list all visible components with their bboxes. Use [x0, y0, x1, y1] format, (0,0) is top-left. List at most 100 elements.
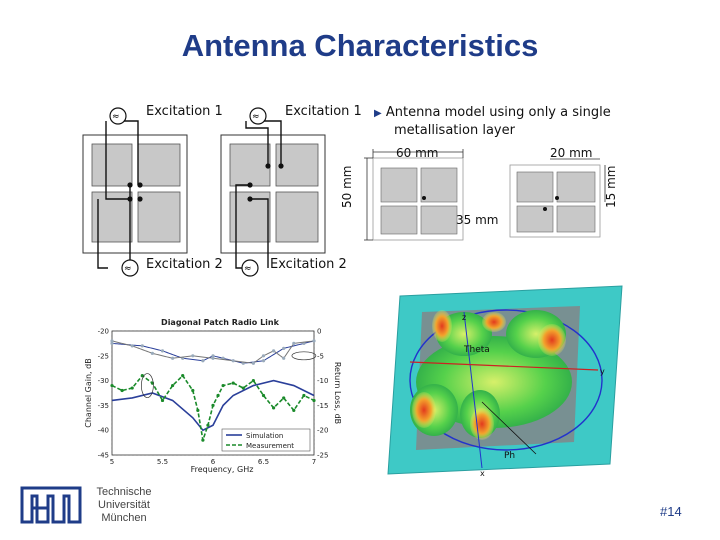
y2-tick-label: -5: [317, 352, 324, 360]
data-point: [130, 386, 134, 390]
svg-text:≈: ≈: [124, 264, 132, 274]
dim-patch-height: 15 mm: [604, 165, 618, 208]
y-tick-label: -25: [98, 352, 109, 360]
dim-gap: 35 mm: [456, 213, 499, 227]
x-tick-label: 6.5: [258, 458, 269, 466]
university-name: Technische Universität München: [84, 486, 164, 525]
axis-z-label: z: [462, 313, 466, 322]
data-point: [201, 359, 205, 363]
y-tick-label: -45: [98, 452, 109, 460]
chart-legend: Simulation Measurement: [221, 428, 311, 452]
slide-number: #14: [660, 504, 682, 519]
excitation-1-label-right: Excitation 1: [285, 104, 362, 119]
series-line: [111, 340, 315, 364]
excitation-2-label-right: Excitation 2: [270, 257, 347, 272]
excitation-schematic: ≈ ≈ ≈ ≈: [82, 107, 326, 277]
data-point: [160, 349, 165, 353]
chart-xlabel: Frequency, GHz: [191, 465, 254, 474]
chart-series: [110, 339, 317, 442]
annotation-ellipse: [291, 351, 317, 361]
data-point: [150, 351, 154, 355]
y-tick-label: -30: [98, 377, 109, 385]
slide-title: Antenna Characteristics: [181, 28, 539, 63]
data-point: [282, 346, 286, 350]
y2-tick-label: -25: [317, 452, 328, 460]
data-point: [191, 354, 195, 358]
excitation-2-label-left: Excitation 2: [146, 257, 223, 272]
data-point: [140, 344, 144, 348]
data-point: [302, 393, 306, 398]
radio-link-chart: Diagonal Patch Radio Link 5 5.5 6 6.5 7 -20 -2…: [84, 318, 342, 474]
data-point: [171, 356, 175, 360]
x-tick-label: 5: [110, 458, 114, 466]
axis-x-label: x: [480, 469, 485, 478]
data-point: [251, 379, 255, 383]
data-point: [211, 356, 215, 360]
y-tick-label: -20: [98, 328, 109, 336]
tum-logo: [20, 486, 82, 524]
y-tick-label: -35: [98, 402, 109, 410]
data-point: [272, 349, 276, 353]
svg-text:≈: ≈: [112, 112, 120, 122]
data-point: [110, 383, 114, 388]
bullet-icon: ▶: [374, 108, 382, 119]
data-point: [231, 381, 235, 385]
data-point: [211, 403, 215, 407]
data-point: [201, 438, 205, 442]
data-point: [181, 374, 185, 378]
dim-patch-width: 20 mm: [550, 146, 593, 160]
data-point: [221, 383, 225, 388]
y2-tick-label: 0: [317, 328, 321, 336]
dim-height: 50 mm: [340, 165, 354, 208]
data-point: [241, 386, 245, 390]
svg-text:≈: ≈: [244, 264, 252, 274]
data-point: [211, 354, 215, 358]
data-point: [261, 393, 266, 398]
logo-line-1: Technische: [96, 486, 152, 498]
annotation-ellipse: [140, 373, 154, 398]
legend-label: Simulation: [246, 432, 283, 440]
chart-ylabel: Channel Gain, dB: [84, 358, 93, 427]
data-point: [292, 341, 296, 345]
y-tick-label: -40: [98, 427, 109, 435]
y2-tick-label: -10: [317, 377, 328, 385]
y2-tick-label: -20: [317, 427, 328, 435]
data-point: [110, 341, 114, 345]
phi-label: Ph: [504, 451, 515, 461]
data-point: [312, 339, 316, 343]
data-point: [282, 396, 286, 400]
legend-box: [221, 428, 311, 452]
data-point: [261, 359, 266, 363]
model-note-line2: metallisation layer: [394, 123, 515, 138]
data-point: [130, 344, 134, 348]
data-point: [160, 398, 165, 403]
excitation-1-label-left: Excitation 1: [146, 104, 223, 119]
radiation-pattern-3d: z Theta y Ph x: [387, 285, 623, 478]
x-tick-label: 5.5: [157, 458, 168, 466]
data-point: [196, 408, 200, 412]
logo-line-2: Universität: [98, 499, 150, 511]
data-point: [231, 359, 235, 363]
model-note-line1: Antenna model using only a single: [385, 105, 611, 120]
x-tick-label: 7: [312, 458, 316, 466]
chart-title: Diagonal Patch Radio Link: [161, 318, 280, 327]
data-point: [272, 406, 276, 410]
x-tick-label: 6: [211, 458, 216, 466]
dimension-drawing: [364, 149, 606, 241]
data-point: [292, 408, 296, 412]
theta-label: Theta: [463, 345, 490, 355]
legend-label: Measurement: [246, 442, 294, 450]
dim-width: 60 mm: [396, 146, 439, 160]
data-point: [282, 356, 286, 360]
data-point: [216, 393, 220, 398]
data-point: [191, 388, 195, 393]
series-line: [111, 374, 315, 441]
data-point: [110, 339, 114, 343]
data-point: [120, 388, 124, 393]
data-point: [312, 398, 316, 403]
data-point: [251, 361, 255, 365]
chart-ticks: 5 5.5 6 6.5 7 -20 -25 -30 -35 -40 -45 0 -5 -10 -15 -20 -…: [98, 328, 329, 467]
model-note: ▶ Antenna model using only a single meta…: [374, 104, 614, 139]
data-point: [171, 383, 175, 388]
logo-line-3: München: [101, 512, 147, 524]
